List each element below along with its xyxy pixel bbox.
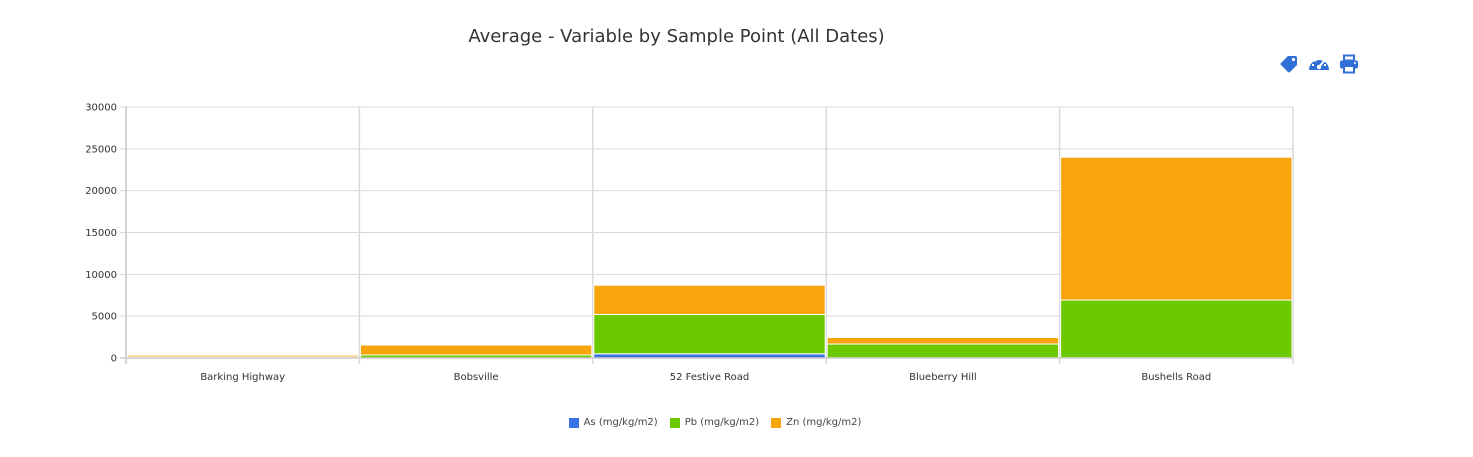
bar-segment[interactable] bbox=[1060, 156, 1293, 301]
legend-label: As (mg/kg/m2) bbox=[583, 417, 658, 428]
legend-item[interactable]: As (mg/kg/m2) bbox=[568, 417, 658, 428]
x-tick-label: 52 Festive Road bbox=[670, 372, 750, 383]
y-tick-label: 10000 bbox=[85, 270, 117, 281]
bar-segment[interactable] bbox=[593, 313, 826, 355]
legend-swatch bbox=[568, 417, 579, 428]
legend-label: Pb (mg/kg/m2) bbox=[684, 417, 760, 428]
dashboard-icon[interactable] bbox=[1308, 53, 1330, 75]
bar-segment[interactable] bbox=[359, 344, 593, 356]
y-tick-label: 15000 bbox=[85, 228, 117, 239]
legend-item[interactable]: Zn (mg/kg/m2) bbox=[771, 417, 861, 428]
legend: As (mg/kg/m2) Pb (mg/kg/m2) Zn (mg/kg/m2) bbox=[0, 417, 1430, 428]
x-tick-label: Bobsville bbox=[454, 372, 499, 383]
y-tick-label: 0 bbox=[111, 354, 117, 365]
bar-segment[interactable] bbox=[826, 337, 1060, 345]
bar-segment[interactable] bbox=[593, 284, 826, 315]
tag-icon[interactable] bbox=[1278, 53, 1300, 75]
legend-label: Zn (mg/kg/m2) bbox=[786, 417, 862, 428]
y-tick-label: 25000 bbox=[85, 144, 117, 155]
legend-swatch bbox=[669, 417, 680, 428]
legend-swatch bbox=[771, 417, 782, 428]
bar-segment[interactable] bbox=[826, 343, 1060, 359]
bar-segment[interactable] bbox=[1060, 299, 1293, 359]
bar-segment[interactable] bbox=[126, 354, 359, 358]
chart-toolbar bbox=[1278, 53, 1360, 77]
print-icon[interactable] bbox=[1338, 53, 1360, 75]
axes: 30000 25000 20000 15000 10000 5000 0 Barking Hi… bbox=[85, 103, 1293, 383]
legend-item[interactable]: Pb (mg/kg/m2) bbox=[669, 417, 760, 428]
x-tick-label: Barking Highway bbox=[200, 372, 285, 383]
chart-title: Average - Variable by Sample Point (All … bbox=[468, 26, 885, 47]
bars bbox=[126, 156, 1293, 359]
x-tick-label: Bushells Road bbox=[1141, 372, 1211, 383]
y-tick-label: 5000 bbox=[92, 312, 117, 323]
y-tick-label: 20000 bbox=[85, 186, 117, 197]
y-tick-label: 30000 bbox=[85, 103, 117, 114]
x-tick-label: Blueberry Hill bbox=[909, 372, 977, 383]
